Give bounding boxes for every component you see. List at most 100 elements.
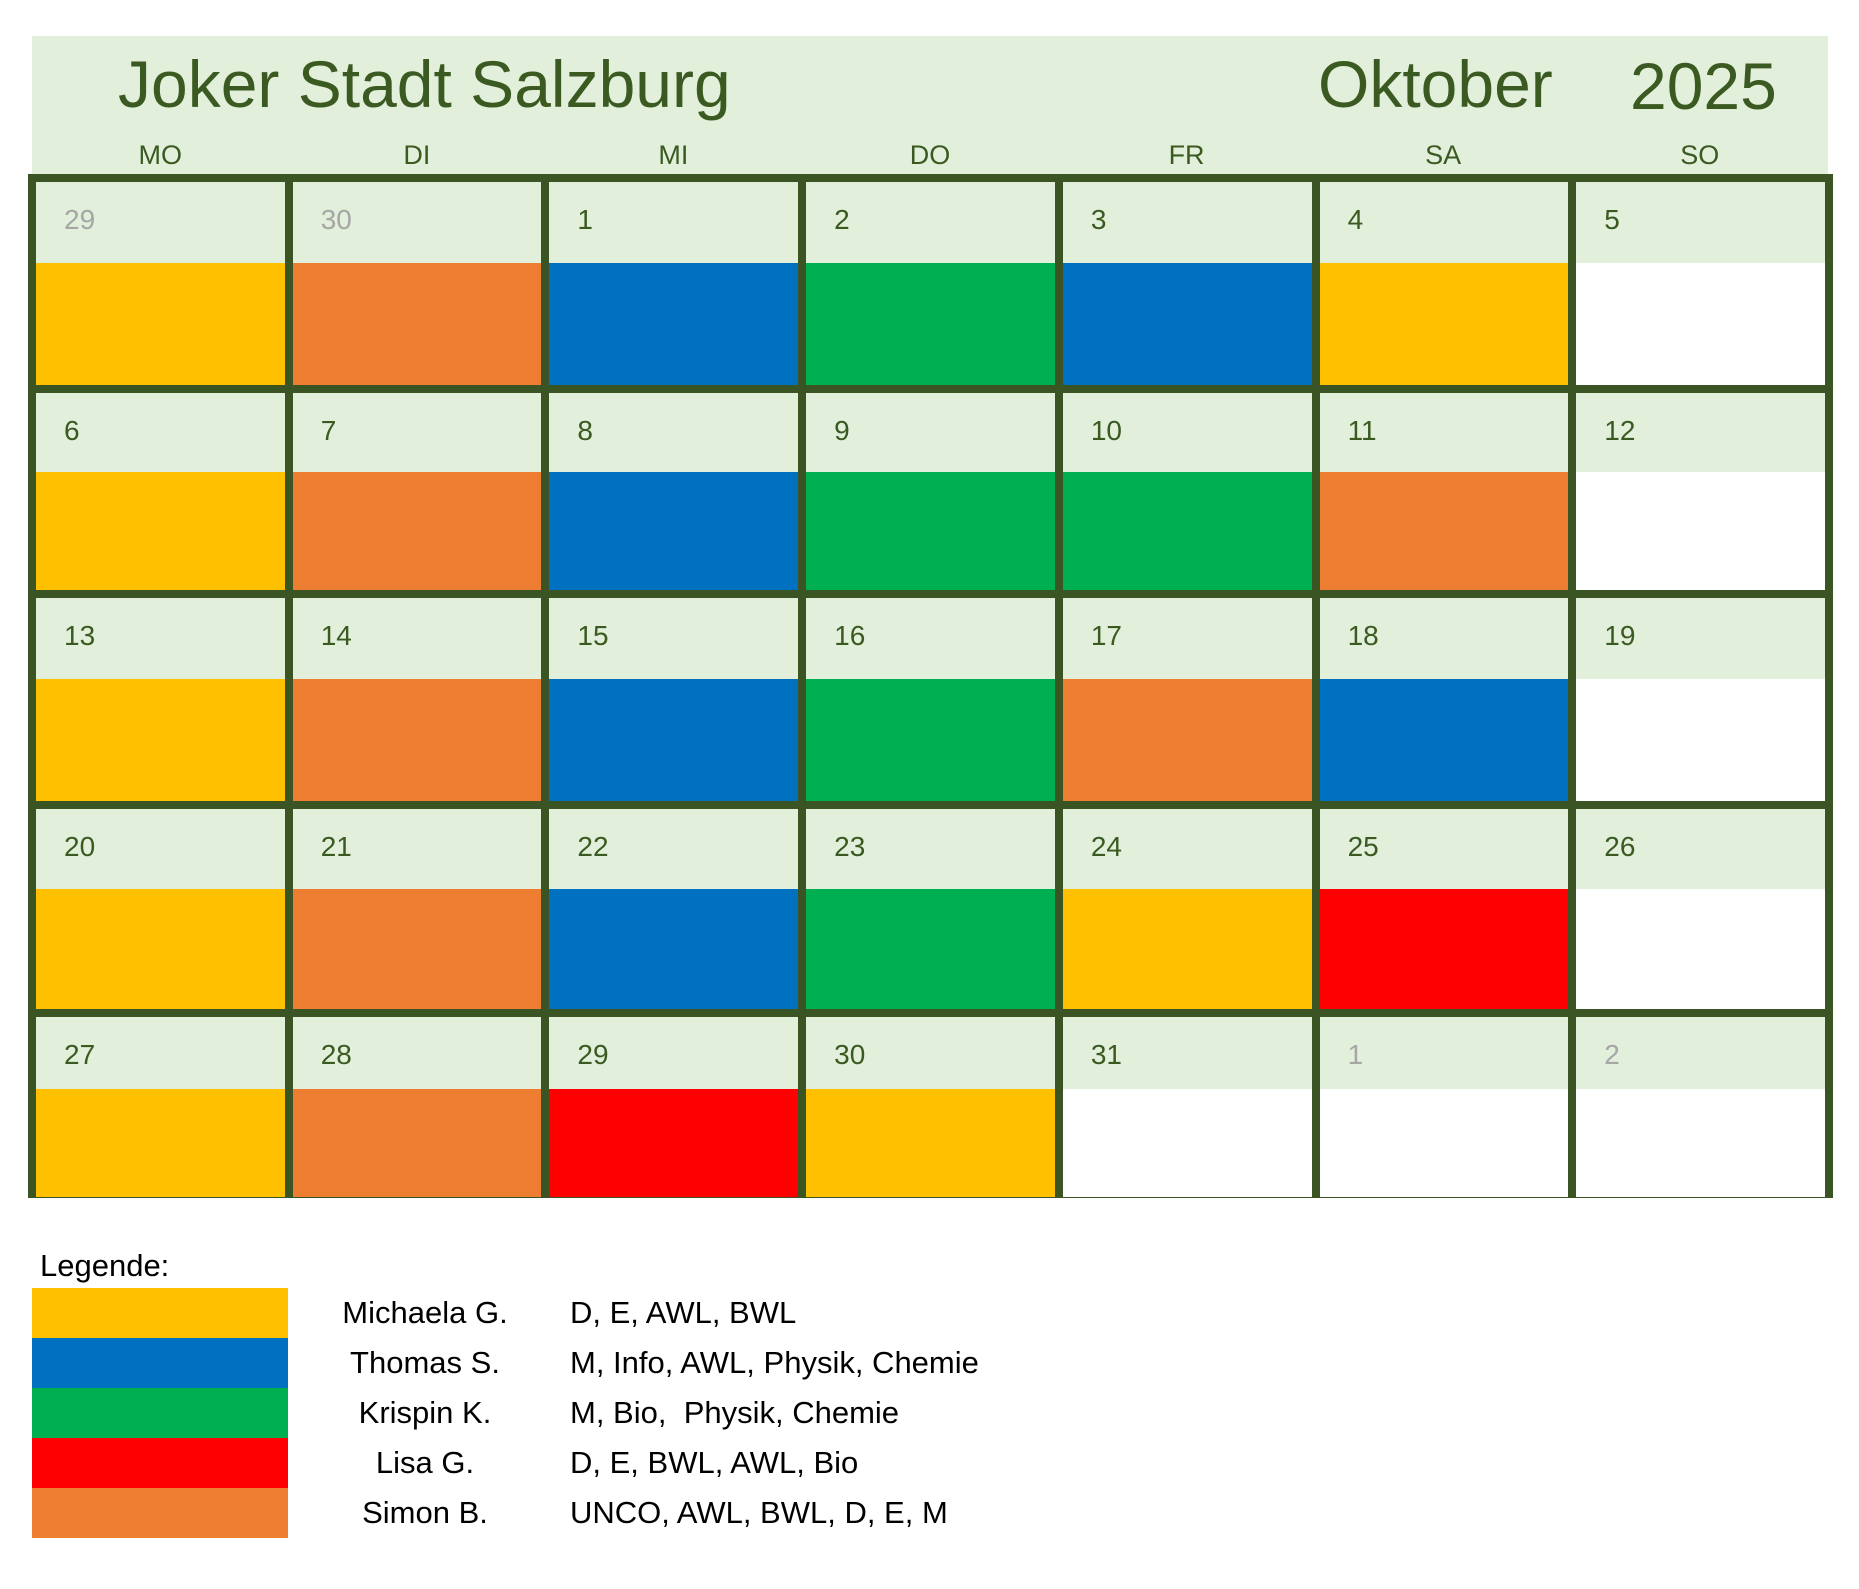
day-number: 16 bbox=[806, 598, 1055, 680]
day-number: 17 bbox=[1062, 598, 1312, 680]
day-number: 20 bbox=[36, 809, 285, 889]
day-number: 26 bbox=[1576, 809, 1825, 889]
day-number: 31 bbox=[1062, 1017, 1312, 1089]
day-assignment-color bbox=[806, 679, 1055, 801]
calendar-day-cell[interactable]: 13 bbox=[36, 598, 285, 801]
calendar-day-cell[interactable]: 7 bbox=[292, 393, 542, 590]
legend-subjects: D, E, BWL, AWL, Bio bbox=[570, 1445, 859, 1480]
calendar-day-cell[interactable]: 30 bbox=[292, 182, 542, 385]
calendar-day-cell[interactable]: 23 bbox=[806, 809, 1055, 1009]
year-label: 2025 bbox=[1630, 49, 1777, 123]
legend-entry: Krispin K. M, Bio, Physik, Chemie bbox=[300, 1388, 979, 1438]
day-assignment-color bbox=[36, 263, 285, 385]
calendar-day-cell[interactable]: 4 bbox=[1319, 182, 1569, 385]
calendar-day-cell[interactable]: 2 bbox=[1576, 1017, 1825, 1197]
legend-swatches bbox=[32, 1288, 288, 1538]
day-number: 25 bbox=[1319, 809, 1569, 889]
calendar-day-cell[interactable]: 20 bbox=[36, 809, 285, 1009]
calendar-day-cell[interactable]: 1 bbox=[1319, 1017, 1569, 1197]
calendar-day-cell[interactable]: 2 bbox=[806, 182, 1055, 385]
legend-swatch bbox=[32, 1488, 288, 1538]
day-number: 11 bbox=[1319, 393, 1569, 472]
day-number: 5 bbox=[1576, 182, 1825, 264]
day-assignment-color bbox=[1319, 471, 1569, 590]
day-assignment-color bbox=[1062, 679, 1312, 801]
calendar-day-cell[interactable]: 26 bbox=[1576, 809, 1825, 1009]
calendar-day-cell[interactable]: 29 bbox=[549, 1017, 799, 1197]
calendar-day-cell[interactable]: 19 bbox=[1576, 598, 1825, 801]
legend-title: Legende: bbox=[40, 1248, 170, 1283]
calendar-day-cell[interactable]: 14 bbox=[292, 598, 542, 801]
calendar-day-cell[interactable]: 15 bbox=[549, 598, 799, 801]
day-assignment-color bbox=[36, 889, 285, 1009]
weekday-sa: SA bbox=[1425, 140, 1462, 170]
legend-subjects: UNCO, AWL, BWL, D, E, M bbox=[570, 1495, 948, 1530]
weekday-fr: FR bbox=[1168, 140, 1205, 170]
legend-entry: Thomas S. M, Info, AWL, Physik, Chemie bbox=[300, 1338, 979, 1388]
day-number: 27 bbox=[36, 1017, 285, 1089]
day-number: 10 bbox=[1062, 393, 1312, 472]
legend-entry: Michaela G. D, E, AWL, BWL bbox=[300, 1288, 979, 1338]
calendar-day-cell[interactable]: 16 bbox=[806, 598, 1055, 801]
calendar-day-cell[interactable]: 25 bbox=[1319, 809, 1569, 1009]
calendar-day-cell[interactable]: 3 bbox=[1062, 182, 1312, 385]
day-assignment-color bbox=[292, 679, 542, 801]
day-number: 1 bbox=[1319, 1017, 1569, 1089]
calendar-day-cell[interactable]: 1 bbox=[549, 182, 799, 385]
day-number: 19 bbox=[1576, 598, 1825, 680]
day-number: 30 bbox=[806, 1017, 1055, 1089]
calendar-day-cell[interactable]: 30 bbox=[806, 1017, 1055, 1197]
day-assignment-color bbox=[549, 471, 799, 590]
day-assignment-color bbox=[36, 1089, 285, 1197]
day-number: 21 bbox=[292, 809, 542, 889]
calendar-day-cell[interactable]: 6 bbox=[36, 393, 285, 590]
legend-entry: Lisa G. D, E, BWL, AWL, Bio bbox=[300, 1438, 979, 1488]
day-number: 30 bbox=[292, 182, 542, 264]
calendar-day-cell[interactable]: 18 bbox=[1319, 598, 1569, 801]
day-assignment-color bbox=[1576, 263, 1825, 385]
calendar-day-cell[interactable]: 27 bbox=[36, 1017, 285, 1197]
day-assignment-color bbox=[549, 263, 799, 385]
calendar-day-cell[interactable]: 28 bbox=[292, 1017, 542, 1197]
calendar-day-cell[interactable]: 9 bbox=[806, 393, 1055, 590]
day-assignment-color bbox=[1062, 471, 1312, 590]
calendar-day-cell[interactable]: 8 bbox=[549, 393, 799, 590]
day-number: 2 bbox=[1576, 1017, 1825, 1089]
day-assignment-color bbox=[36, 471, 285, 590]
calendar-day-cell[interactable]: 10 bbox=[1062, 393, 1312, 590]
calendar-day-cell[interactable]: 17 bbox=[1062, 598, 1312, 801]
weekday-mi: MI bbox=[658, 140, 689, 170]
legend-person-name: Lisa G. bbox=[375, 1445, 475, 1480]
day-assignment-color bbox=[292, 263, 542, 385]
calendar-day-cell[interactable]: 21 bbox=[292, 809, 542, 1009]
legend-subjects: M, Info, AWL, Physik, Chemie bbox=[570, 1345, 979, 1380]
day-assignment-color bbox=[292, 889, 542, 1009]
day-number: 15 bbox=[549, 598, 799, 680]
calendar-day-cell[interactable]: 11 bbox=[1319, 393, 1569, 590]
calendar-day-cell[interactable]: 29 bbox=[36, 182, 285, 385]
day-number: 29 bbox=[549, 1017, 799, 1089]
legend-entry: Simon B. UNCO, AWL, BWL, D, E, M bbox=[300, 1488, 979, 1538]
calendar-day-cell[interactable]: 12 bbox=[1576, 393, 1825, 590]
legend-list: Michaela G. D, E, AWL, BWL Thomas S. M, Inf… bbox=[300, 1288, 979, 1538]
day-assignment-color bbox=[1062, 1089, 1312, 1197]
day-number: 24 bbox=[1062, 809, 1312, 889]
calendar-day-cell[interactable]: 22 bbox=[549, 809, 799, 1009]
weekday-di: DI bbox=[403, 140, 431, 170]
calendar-day-cell[interactable]: 24 bbox=[1062, 809, 1312, 1009]
legend-person-name: Michaela G. bbox=[342, 1295, 508, 1330]
calendar-day-cell[interactable]: 5 bbox=[1576, 182, 1825, 385]
day-assignment-color bbox=[1576, 1089, 1825, 1197]
day-assignment-color bbox=[1576, 471, 1825, 590]
legend-swatch bbox=[32, 1338, 288, 1388]
calendar-grid: 29 30 1 2 3 4 5 6 7 8 9 10 11 12 13 14 15 16 17 18 19 20 21 22 2… bbox=[28, 174, 1833, 1198]
day-assignment-color bbox=[806, 471, 1055, 590]
calendar-day-cell[interactable]: 31 bbox=[1062, 1017, 1312, 1197]
day-assignment-color bbox=[1319, 1089, 1569, 1197]
day-number: 29 bbox=[36, 182, 285, 264]
day-number: 9 bbox=[806, 393, 1055, 472]
day-number: 22 bbox=[549, 809, 799, 889]
day-assignment-color bbox=[549, 679, 799, 801]
day-number: 12 bbox=[1576, 393, 1825, 472]
day-assignment-color bbox=[1062, 263, 1312, 385]
